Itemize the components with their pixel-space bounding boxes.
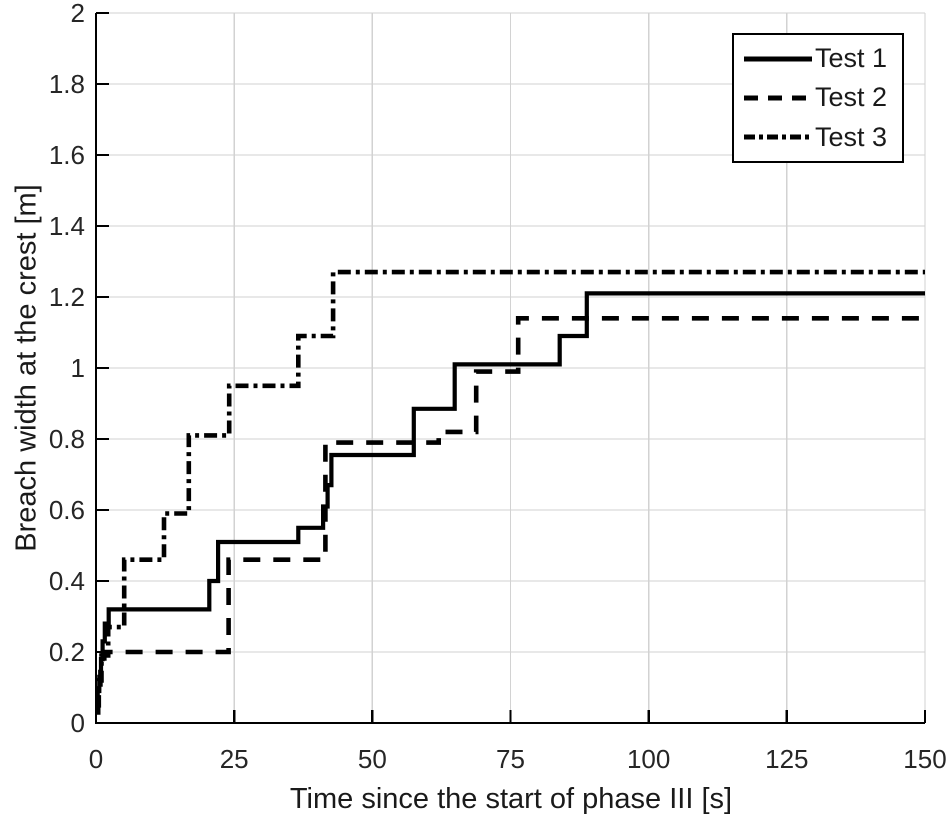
x-tick-label: 50 xyxy=(358,744,387,774)
series-line-test-2 xyxy=(95,316,925,715)
y-tick-label: 0.6 xyxy=(49,495,85,525)
y-tick-label: 1.4 xyxy=(49,211,85,241)
legend-label: Test 2 xyxy=(815,82,888,113)
x-tick-label: 75 xyxy=(496,744,525,774)
x-axis-label: Time since the start of phase III [s] xyxy=(289,783,733,815)
y-axis-label: Breach width at the crest [m] xyxy=(10,184,43,552)
x-tick-label: 100 xyxy=(627,744,670,774)
y-tick-label: 1 xyxy=(71,353,85,383)
legend-line-sample-dashed xyxy=(744,95,812,101)
y-tick-label: 1.6 xyxy=(49,140,85,170)
legend: Test 1 Test 2 Test 3 xyxy=(732,33,904,163)
y-tick-label: 1.8 xyxy=(49,69,85,99)
legend-line-sample-dashdot xyxy=(744,134,812,140)
legend-item-test-3: Test 3 xyxy=(742,118,902,156)
x-tick-label: 150 xyxy=(903,744,946,774)
y-tick-label: 0.8 xyxy=(49,424,85,454)
legend-line-sample-solid xyxy=(744,56,812,62)
y-tick-label: 0 xyxy=(71,708,85,738)
y-tick-label: 0.2 xyxy=(49,637,85,667)
y-tick-label: 2 xyxy=(71,0,85,28)
series-line-test-3 xyxy=(96,269,925,708)
x-tick-label: 25 xyxy=(220,744,249,774)
y-tick-label: 0.4 xyxy=(49,566,85,596)
y-tick-label: 1.2 xyxy=(49,282,85,312)
x-tick-label: 125 xyxy=(765,744,808,774)
x-tick-label: 0 xyxy=(89,744,103,774)
legend-label: Test 1 xyxy=(815,43,888,74)
legend-item-test-2: Test 2 xyxy=(742,79,902,117)
legend-label: Test 3 xyxy=(815,121,888,152)
legend-item-test-1: Test 1 xyxy=(742,40,902,78)
series-line-test-1 xyxy=(95,291,925,711)
